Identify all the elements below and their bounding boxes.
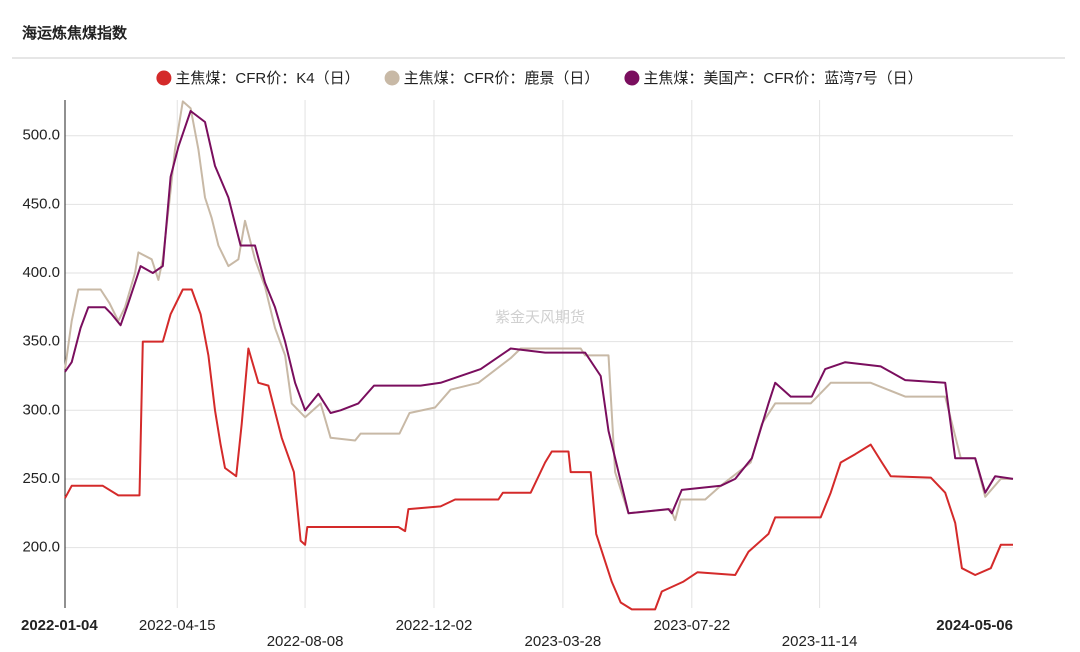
line [64,100,1013,522]
y-tick-label: 300.0 [22,401,60,418]
x-tick-label: 2024-05-06 [936,617,1013,634]
y-tick-label: 450.0 [22,195,60,212]
legend-marker [384,70,400,86]
y-tick-label: 350.0 [22,333,60,350]
x-tick-label: 2023-11-14 [782,633,858,650]
grid [65,100,1013,608]
legend-label: 主焦煤：CFR价：鹿景（日） [404,70,600,87]
x-tick-label: 2023-07-22 [653,617,730,634]
chart-title: 海运炼焦煤指数 [22,24,128,42]
legend-label: 主焦煤：美国产：CFR价：蓝湾7号（日） [643,70,922,87]
watermark: 紫金天风期货 [495,309,585,326]
y-tick-label: 200.0 [22,539,60,556]
x-tick-label: 2023-03-28 [525,633,602,650]
legend-label: 主焦煤：CFR价：K4（日） [175,70,359,87]
x-tick-label: 2022-12-02 [396,617,473,634]
line [64,288,1013,611]
y-tick-label: 500.0 [22,127,60,144]
x-tick-label: 2022-01-04 [21,617,98,634]
legend-marker [624,70,640,86]
y-tick-label: 400.0 [22,264,60,281]
y-tick-label: 250.0 [22,470,60,487]
x-tick-label: 2022-08-08 [267,633,344,650]
legend: 主焦煤：CFR价：K4（日） 主焦煤：CFR价：鹿景（日） 主焦煤：美国产：CFR价… [156,70,923,87]
legend-marker [156,70,172,86]
x-tick-label: 2022-04-15 [139,617,216,634]
line [64,110,1014,515]
